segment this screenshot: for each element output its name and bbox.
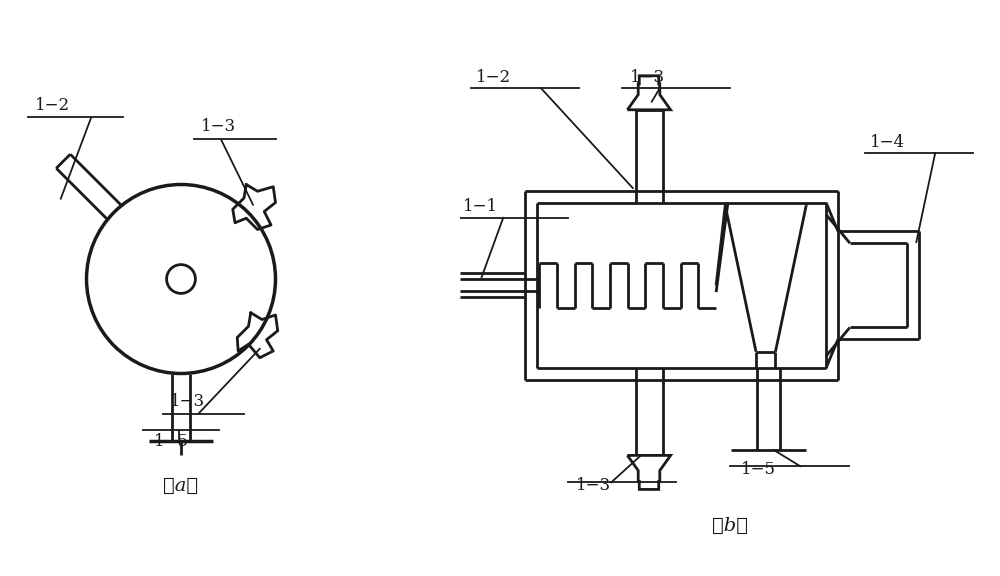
Text: （a）: （a） — [163, 476, 199, 495]
Text: 1−4: 1−4 — [870, 134, 906, 150]
Text: 1−2: 1−2 — [476, 69, 511, 86]
Text: 1−2: 1−2 — [35, 97, 70, 114]
Text: 1−5: 1−5 — [154, 433, 189, 449]
Text: 1−3: 1−3 — [576, 478, 611, 495]
Text: 1−3: 1−3 — [201, 119, 236, 135]
Text: （b）: （b） — [712, 517, 748, 535]
Text: 1−3: 1−3 — [170, 393, 205, 410]
Text: 1−5: 1−5 — [741, 461, 776, 478]
Text: 1−1: 1−1 — [463, 198, 498, 215]
Text: 1−3: 1−3 — [630, 69, 665, 86]
